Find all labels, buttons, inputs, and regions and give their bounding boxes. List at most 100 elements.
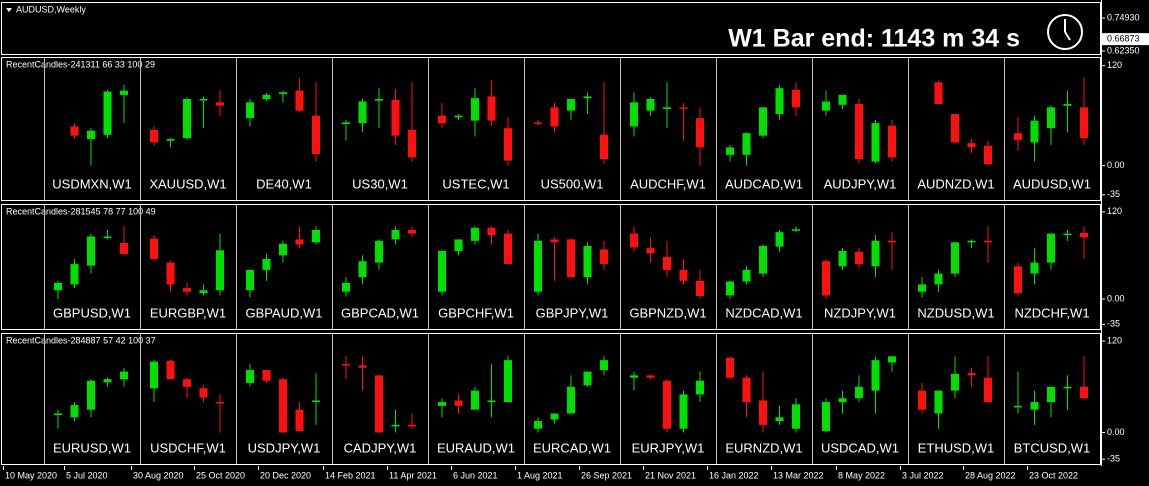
candle-body	[166, 139, 175, 141]
candle-body	[487, 227, 496, 236]
cell-label: EURJPY,W1	[632, 440, 705, 455]
candle-body	[1080, 232, 1088, 238]
candle-body	[454, 239, 463, 252]
candle-body	[726, 281, 734, 296]
candle-body	[775, 417, 784, 422]
candle-body	[951, 373, 959, 391]
candle-body	[1047, 386, 1055, 403]
candle-body	[391, 229, 400, 240]
candle-body	[822, 101, 830, 111]
dropdown-icon[interactable]	[6, 8, 12, 12]
candle-body	[103, 91, 112, 135]
candle-body	[630, 233, 638, 248]
y-tick-label: 0.00	[1107, 160, 1125, 170]
cell-label: EURCAD,W1	[533, 440, 611, 455]
candle-body	[967, 143, 976, 148]
date-label: 14 Feb 2021	[325, 470, 376, 480]
current-price-label: 0.66873	[1107, 34, 1140, 44]
cell-label: GBPAUD,W1	[245, 305, 322, 320]
candle-body	[646, 99, 655, 111]
date-label: 11 Apr 2021	[389, 470, 437, 480]
candle-body	[216, 402, 224, 404]
candle-body	[504, 360, 512, 403]
date-label: 30 Aug 2020	[133, 470, 184, 480]
candle-body	[358, 365, 367, 368]
candle-body	[967, 240, 976, 243]
candle-body	[183, 99, 191, 139]
date-label: 1 Aug 2021	[517, 470, 563, 480]
candle-body	[630, 375, 638, 378]
candle-body	[759, 400, 767, 425]
y-tick-label: -35	[1107, 189, 1120, 199]
candle-body	[726, 357, 734, 378]
candle-body	[150, 361, 158, 389]
candle-body	[696, 118, 704, 148]
candle-body	[150, 238, 158, 260]
panel-label: RecentCandles-241311 66 33 100 29	[6, 59, 155, 69]
candle-body	[663, 256, 671, 270]
candle-body	[246, 102, 254, 119]
price-tick-label: 0.74930	[1107, 12, 1140, 22]
date-label: 25 Oct 2020	[196, 470, 245, 480]
candle-body	[696, 280, 704, 297]
candle-body	[951, 242, 959, 274]
candle-body	[471, 227, 479, 241]
candle-body	[312, 115, 320, 154]
candle-body	[408, 129, 416, 158]
candle-body	[312, 229, 320, 243]
candle-body	[1080, 386, 1088, 399]
candle-body	[1014, 133, 1022, 140]
candle-body	[70, 405, 79, 418]
candle-body	[438, 251, 446, 292]
candle-body	[295, 239, 304, 245]
candle-body	[888, 125, 896, 158]
candle-body	[120, 371, 128, 380]
cell-label: USDCHF,W1	[150, 440, 226, 455]
candle-body	[1030, 262, 1039, 274]
cell-label: AUDNZD,W1	[917, 176, 994, 191]
candle-body	[103, 236, 112, 238]
candle-body	[391, 99, 400, 136]
candle-body	[792, 229, 800, 231]
cell-label: USTEC,W1	[442, 176, 509, 191]
candle-body	[87, 130, 95, 139]
candle-body	[216, 250, 224, 291]
candle-body	[262, 94, 271, 99]
date-label: 5 Jul 2020	[66, 470, 108, 480]
date-label: 20 Dec 2020	[260, 470, 311, 480]
candle-body	[246, 269, 254, 291]
candle-body	[838, 251, 847, 267]
candle-body	[600, 249, 608, 265]
cell-label: USDCAD,W1	[821, 440, 899, 455]
candle-body	[487, 400, 496, 403]
candle-body	[1047, 107, 1055, 129]
candle-body	[279, 243, 287, 256]
candle-body	[567, 239, 575, 278]
candle-body	[375, 375, 383, 433]
candle-body	[246, 370, 254, 383]
cell-label: XAUUSD,W1	[149, 176, 226, 191]
candle-body	[696, 380, 704, 395]
candle-body	[984, 240, 992, 243]
candle-body	[454, 115, 463, 118]
candle-body	[888, 240, 896, 243]
candle-body	[646, 375, 655, 378]
candle-body	[375, 99, 383, 101]
candle-body	[934, 82, 943, 104]
bar-timer: W1 Bar end: 1143 m 34 s	[728, 25, 1020, 53]
cell-label: USDJPY,W1	[248, 440, 321, 455]
candle-body	[742, 133, 751, 155]
candle-body	[888, 356, 896, 363]
candle-body	[1014, 266, 1022, 294]
candle-body	[504, 233, 512, 265]
candle-body	[679, 107, 688, 109]
candle-body	[70, 126, 79, 136]
candle-body	[342, 282, 350, 292]
candle-body	[792, 404, 800, 429]
candle-body	[358, 261, 367, 278]
clock-icon	[1047, 14, 1083, 50]
cell-label: NZDCHF,W1	[1014, 305, 1089, 320]
date-label: 23 Oct 2022	[1029, 470, 1078, 480]
candle-body	[312, 400, 320, 403]
